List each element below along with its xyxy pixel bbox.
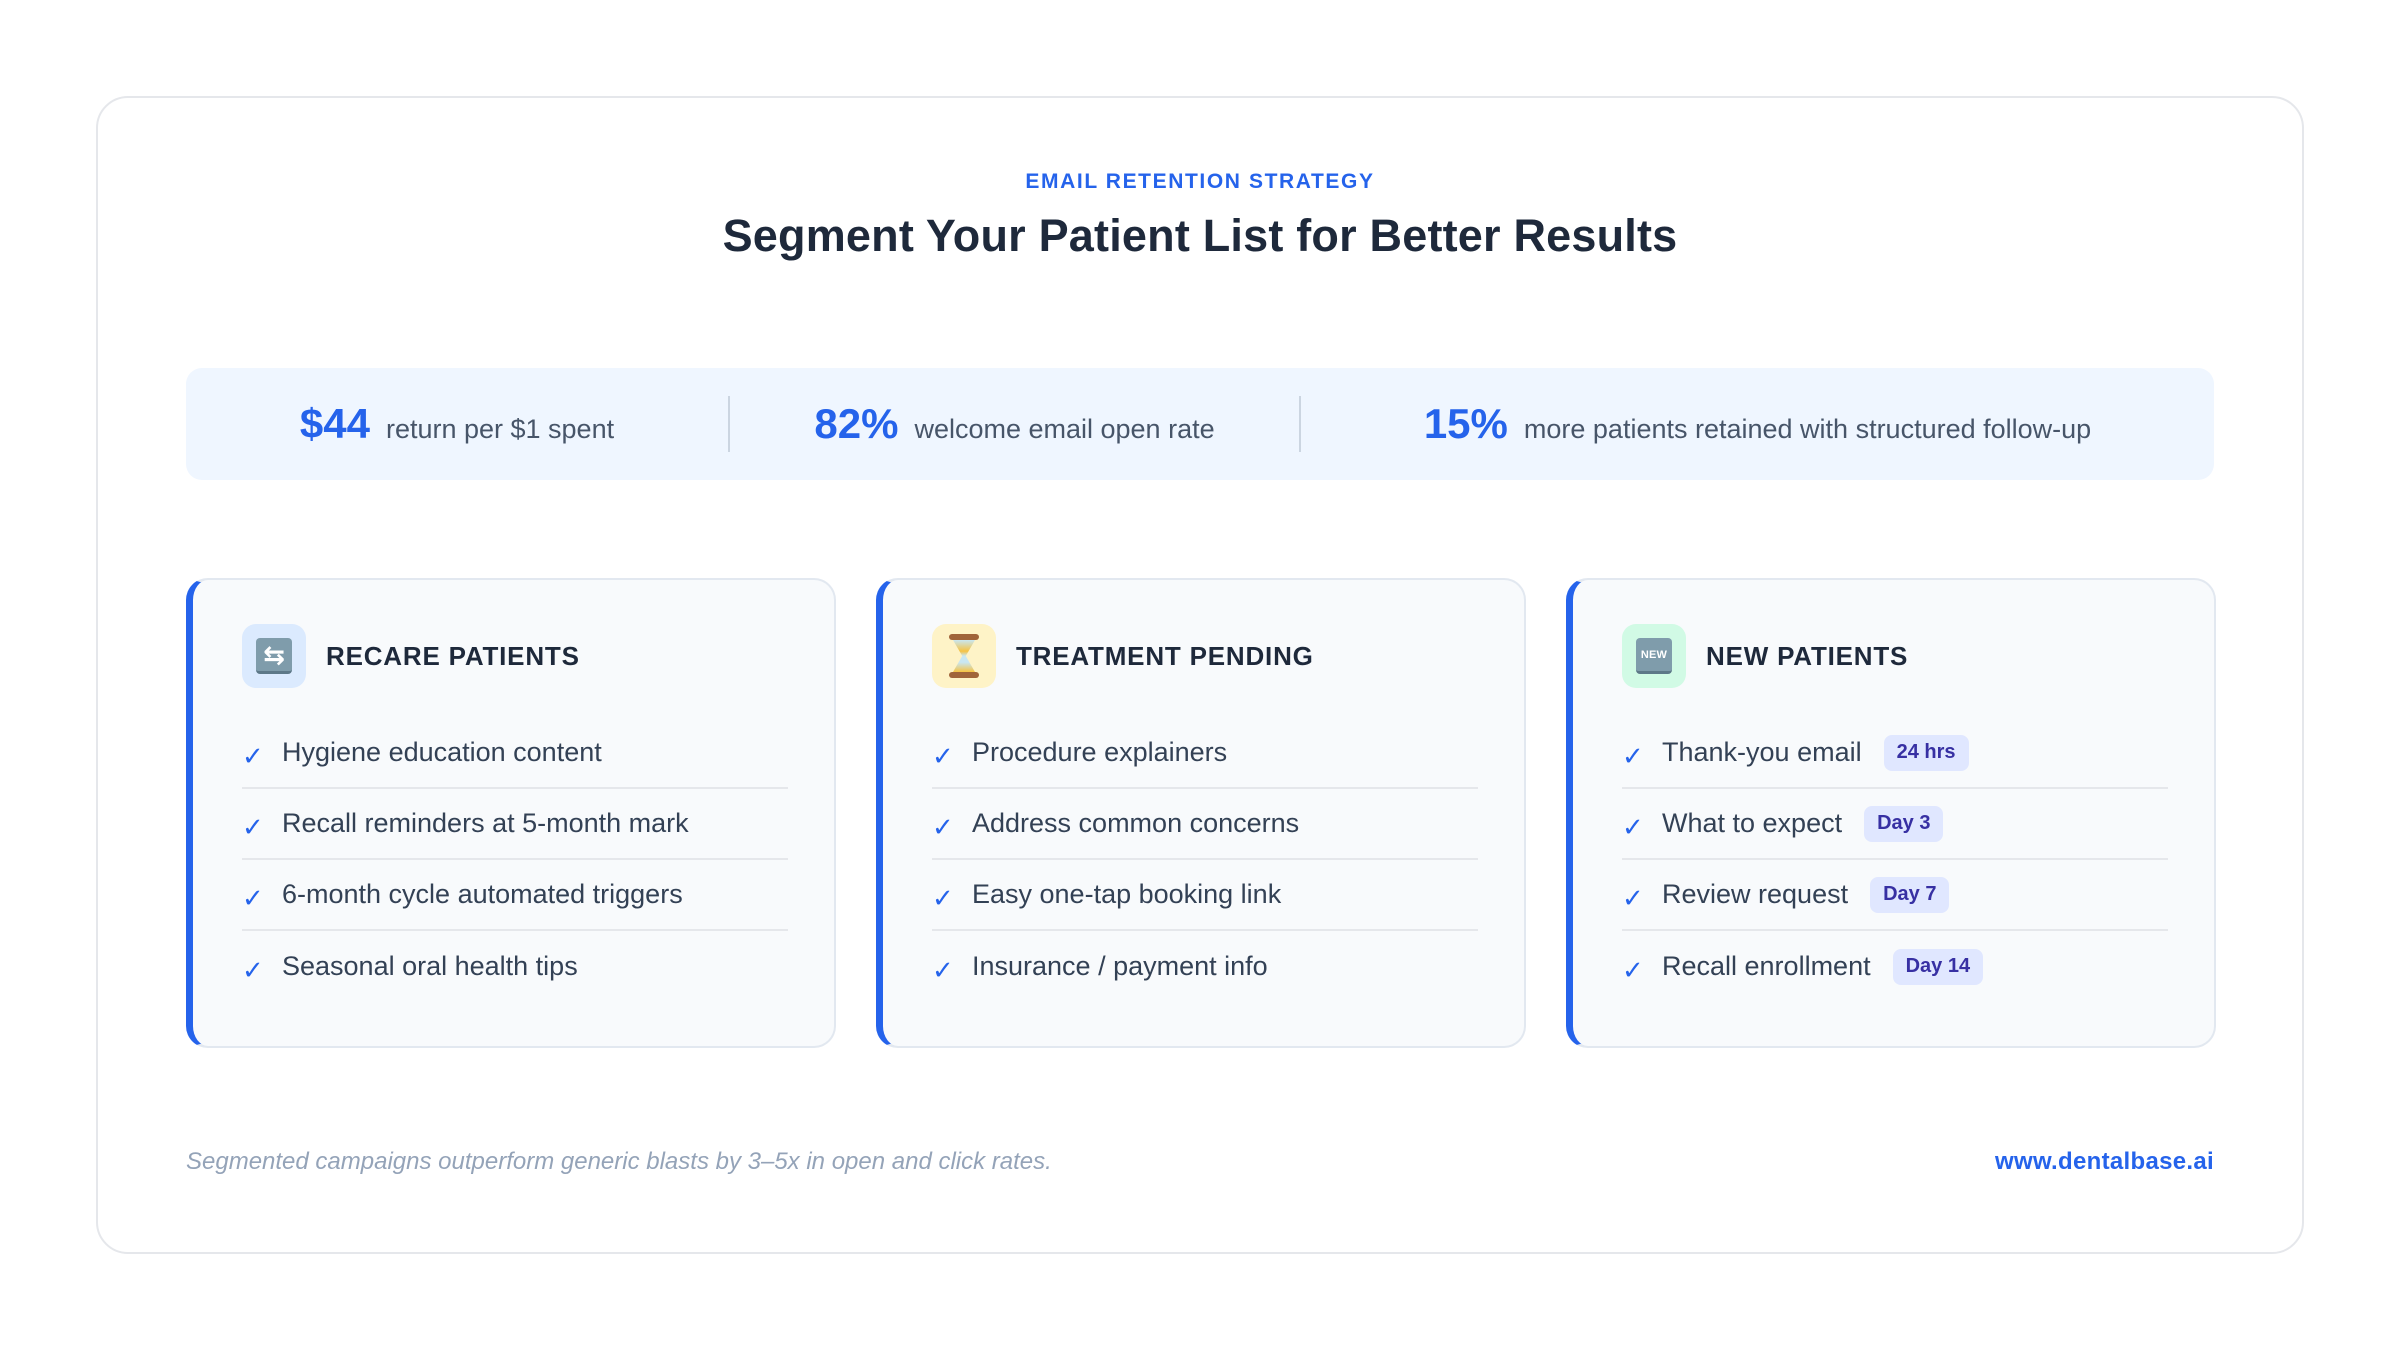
check-icon: ✓ xyxy=(242,955,264,985)
item-text: Thank-you email xyxy=(1662,737,1862,767)
list-item: ✓ Hygiene education content xyxy=(242,718,788,789)
page-title: Segment Your Patient List for Better Res… xyxy=(722,210,1678,261)
stat-label: return per $1 spent xyxy=(385,414,615,444)
check-icon: ✓ xyxy=(932,812,954,842)
check-icon: ✓ xyxy=(932,741,954,771)
stat-open-rate: 82% welcome email open rate xyxy=(730,368,1299,480)
item-text: Easy one-tap booking link xyxy=(972,879,1282,909)
item-text: Procedure explainers xyxy=(972,737,1228,767)
segment-card-new-patients: NEW NEW PATIENTS ✓ Thank-you email 24 hr… xyxy=(1566,578,2216,1048)
check-icon: ✓ xyxy=(242,812,264,842)
item-text: Review request xyxy=(1662,879,1849,909)
timing-badge: Day 14 xyxy=(1892,948,1984,985)
check-icon: ✓ xyxy=(932,883,954,913)
stat-roi: $44 return per $1 spent xyxy=(186,368,728,480)
check-icon: ✓ xyxy=(1622,812,1644,842)
timing-badge: Day 7 xyxy=(1870,876,1950,913)
card-title: RECARE PATIENTS xyxy=(326,640,580,671)
card-title: NEW PATIENTS xyxy=(1706,640,1909,671)
item-text: 6-month cycle automated triggers xyxy=(282,879,683,909)
timing-badge: 24 hrs xyxy=(1883,734,1969,771)
stat-divider xyxy=(1299,396,1301,452)
item-text: Recall reminders at 5-month mark xyxy=(282,808,689,838)
list-item: ✓ 6-month cycle automated triggers xyxy=(242,860,788,931)
item-text: Address common concerns xyxy=(972,808,1300,838)
stat-value: 82% xyxy=(814,400,899,447)
check-icon: ✓ xyxy=(1622,955,1644,985)
stat-label: welcome email open rate xyxy=(914,414,1215,444)
card-header: ⇆ RECARE PATIENTS xyxy=(242,624,580,688)
item-text: Insurance / payment info xyxy=(972,951,1268,981)
list-item: ✓ Recall enrollment Day 14 xyxy=(1622,931,2168,1002)
list-item: ✓ Thank-you email 24 hrs xyxy=(1622,718,2168,789)
list-item: ✓ Address common concerns xyxy=(932,789,1478,860)
stat-value: 15% xyxy=(1423,400,1508,447)
item-text: What to expect xyxy=(1662,808,1843,838)
list-item: ✓ Procedure explainers xyxy=(932,718,1478,789)
list-item: ✓ Review request Day 7 xyxy=(1622,860,2168,931)
check-icon: ✓ xyxy=(1622,741,1644,771)
eyebrow-label: EMAIL RETENTION STRATEGY xyxy=(1025,170,1375,193)
item-text: Recall enrollment xyxy=(1662,951,1871,981)
checklist: ✓ Hygiene education content ✓ Recall rem… xyxy=(242,718,788,1002)
list-item: ✓ Easy one-tap booking link xyxy=(932,860,1478,931)
website-link[interactable]: www.dentalbase.ai xyxy=(1995,1148,2214,1175)
segment-card-recare: ⇆ RECARE PATIENTS ✓ Hygiene education co… xyxy=(186,578,836,1048)
icon-box xyxy=(932,624,996,688)
timing-badge: Day 3 xyxy=(1864,805,1944,842)
stat-divider xyxy=(728,396,730,452)
card-header: NEW NEW PATIENTS xyxy=(1622,624,1908,688)
check-icon: ✓ xyxy=(932,955,954,985)
stat-label: more patients retained with structured f… xyxy=(1523,414,2092,444)
icon-box: ⇆ xyxy=(242,624,306,688)
hourglass-icon xyxy=(949,634,979,678)
icon-box: NEW xyxy=(1622,624,1686,688)
stats-band: $44 return per $1 spent 82% welcome emai… xyxy=(186,368,2214,480)
check-icon: ✓ xyxy=(242,741,264,771)
check-icon: ✓ xyxy=(242,883,264,913)
stat-retention: 15% more patients retained with structur… xyxy=(1301,368,2214,480)
checklist: ✓ Procedure explainers ✓ Address common … xyxy=(932,718,1478,1002)
list-item: ✓ Seasonal oral health tips xyxy=(242,931,788,1002)
list-item: ✓ What to expect Day 3 xyxy=(1622,789,2168,860)
card-title: TREATMENT PENDING xyxy=(1016,640,1314,671)
check-icon: ✓ xyxy=(1622,883,1644,913)
footnote: Segmented campaigns outperform generic b… xyxy=(186,1148,1052,1175)
list-item: ✓ Recall reminders at 5-month mark xyxy=(242,789,788,860)
checklist: ✓ Thank-you email 24 hrs ✓ What to expec… xyxy=(1622,718,2168,1002)
repeat-icon: ⇆ xyxy=(256,638,292,674)
new-badge-icon: NEW xyxy=(1636,638,1672,674)
stat-value: $44 xyxy=(299,400,370,447)
list-item: ✓ Insurance / payment info xyxy=(932,931,1478,1002)
item-text: Hygiene education content xyxy=(282,737,602,767)
card-header: TREATMENT PENDING xyxy=(932,624,1314,688)
segment-card-treatment-pending: TREATMENT PENDING ✓ Procedure explainers… xyxy=(876,578,1526,1048)
item-text: Seasonal oral health tips xyxy=(282,951,578,981)
